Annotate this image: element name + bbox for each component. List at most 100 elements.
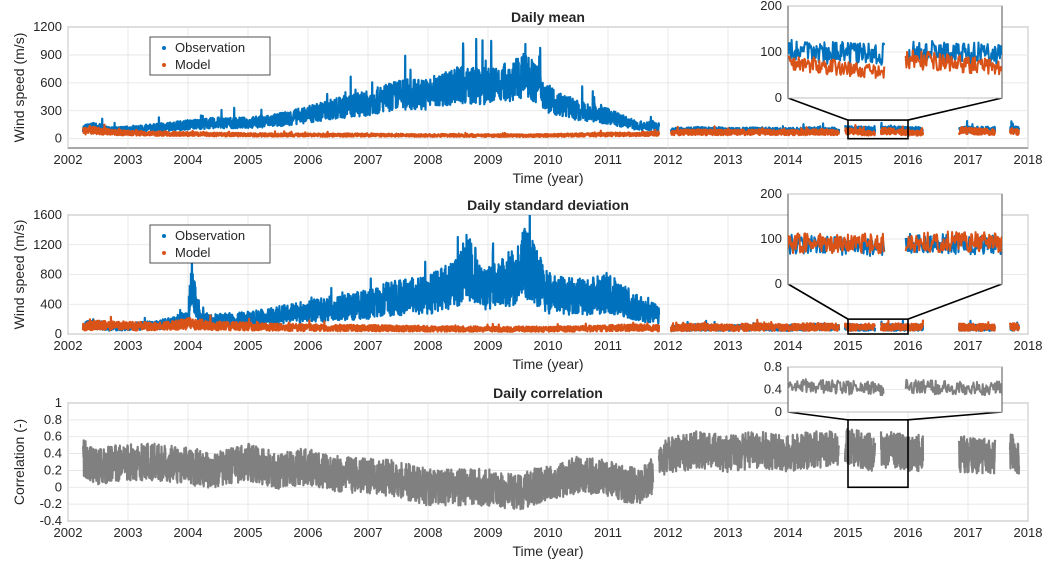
x-tick-label: 2013 — [714, 338, 743, 353]
x-tick-label: 2017 — [954, 525, 983, 540]
legend: Observation Model — [149, 224, 271, 264]
y-tick-label: 0 — [55, 131, 62, 146]
y-tick-label: 0.4 — [44, 446, 62, 461]
series-model-line — [82, 123, 661, 139]
x-tick-label: 2002 — [54, 525, 83, 540]
zoom-connector-right — [907, 411, 1003, 421]
inset-series-model-line — [788, 232, 886, 255]
x-tick-label: 2007 — [354, 338, 383, 353]
chart-title: Daily mean — [511, 9, 585, 25]
x-tick-label: 2010 — [534, 525, 563, 540]
legend-box — [149, 36, 271, 76]
x-tick-label: 2003 — [114, 525, 143, 540]
panel-std: 2002 2003 2004 2005 2006 2007 2008 2009 2010 2011… — [11, 186, 1042, 372]
x-tick-label: 2005 — [234, 525, 263, 540]
series-model-line — [669, 318, 841, 333]
x-tick-label: 2017 — [954, 338, 983, 353]
x-tick-label: 2005 — [234, 152, 263, 167]
zoom-connector-left — [787, 411, 849, 421]
x-tick-label: 2011 — [594, 152, 622, 167]
series-observation-line — [81, 37, 661, 135]
x-tick-label: 2004 — [174, 525, 203, 540]
x-tick-label: 2009 — [474, 338, 503, 353]
series-model-line — [1008, 127, 1021, 136]
x-tick-label: 2018 — [1014, 338, 1043, 353]
legend-entry: Model — [175, 245, 211, 260]
x-tick-label: 2004 — [174, 152, 203, 167]
legend-entry: Observation — [175, 40, 245, 55]
x-tick-label: 2012 — [654, 338, 683, 353]
x-tick-label: 2006 — [294, 338, 323, 353]
y-tick-label: 1200 — [33, 237, 62, 252]
legend-box — [149, 224, 271, 264]
inset-y-tick-label: 0 — [775, 404, 782, 419]
inset-series-model-line — [904, 230, 1002, 253]
inset-y-tick-label: 200 — [760, 186, 782, 201]
x-tick-label: 2004 — [174, 338, 203, 353]
legend: Observation Model — [149, 36, 271, 76]
legend-marker-model — [162, 251, 166, 255]
legend-entry: Model — [175, 57, 211, 72]
y-tick-label: -0.4 — [40, 513, 62, 528]
x-tick-label: 2014 — [774, 525, 803, 540]
x-tick-label: 2007 — [354, 152, 383, 167]
legend-entry: Observation — [175, 228, 245, 243]
x-tick-label: 2009 — [474, 525, 503, 540]
x-tick-label: 2015 — [834, 525, 863, 540]
x-tick-label: 2012 — [654, 525, 683, 540]
x-tick-label: 2017 — [954, 152, 983, 167]
series-model-line — [1008, 322, 1021, 332]
inset-std: 0 100 200 — [760, 186, 1003, 291]
inset-y-tick-label: 100 — [760, 231, 782, 246]
y-tick-label: 1 — [55, 395, 62, 410]
x-tick-label: 2002 — [54, 338, 83, 353]
y-tick-label: 300 — [40, 103, 62, 118]
legend-marker-observation — [162, 46, 166, 50]
inset-series-correlation-line — [788, 378, 885, 397]
x-tick-label: 2012 — [654, 152, 683, 167]
series-correlation-line — [957, 435, 997, 475]
x-axis-label: Time (year) — [512, 356, 583, 372]
inset-y-tick-label: 200 — [760, 0, 782, 13]
inset-y-tick-label: 0.8 — [764, 359, 782, 374]
series-model-line — [843, 124, 877, 137]
x-tick-label: 2008 — [414, 338, 443, 353]
series-model-line — [669, 125, 841, 137]
x-tick-label: 2016 — [894, 338, 923, 353]
y-tick-label: 400 — [40, 296, 62, 311]
x-tick-label: 2010 — [534, 338, 563, 353]
x-tick-label: 2015 — [834, 338, 863, 353]
series-model-line — [957, 321, 997, 332]
zoom-connector-right — [907, 97, 1003, 121]
zoom-connector-left — [787, 97, 849, 121]
series-correlation-line — [657, 430, 841, 476]
x-axis-label: Time (year) — [512, 543, 583, 559]
series-correlation-line — [81, 439, 655, 511]
chart-title: Daily correlation — [493, 385, 603, 401]
x-tick-label: 2003 — [114, 338, 143, 353]
y-tick-label: 0.2 — [44, 462, 62, 477]
y-axis-label: Wind speed (m/s) — [11, 220, 27, 330]
y-tick-label: 0.6 — [44, 429, 62, 444]
x-tick-label: 2006 — [294, 152, 323, 167]
series-correlation-line — [1008, 433, 1021, 475]
series-correlation-line — [879, 431, 925, 473]
x-tick-label: 2008 — [414, 525, 443, 540]
inset-series-model-line — [788, 55, 886, 79]
zoom-region-box — [847, 419, 909, 489]
x-tick-label: 2016 — [894, 525, 923, 540]
series-model-line — [843, 322, 876, 332]
series-model-line — [81, 314, 661, 333]
y-tick-label: -0.2 — [40, 496, 62, 511]
x-tick-label: 2013 — [714, 525, 743, 540]
y-tick-label: 800 — [40, 267, 62, 282]
x-tick-label: 2015 — [834, 152, 863, 167]
y-axis-label: Wind speed (m/s) — [11, 33, 27, 143]
inset-y-tick-label: 0 — [775, 90, 782, 105]
x-tick-label: 2008 — [414, 152, 443, 167]
x-tick-label: 2011 — [594, 525, 622, 540]
zoom-region-box — [847, 318, 909, 335]
y-tick-label: 1600 — [33, 207, 62, 222]
y-tick-label: 600 — [40, 75, 62, 90]
x-tick-label: 2010 — [534, 152, 563, 167]
